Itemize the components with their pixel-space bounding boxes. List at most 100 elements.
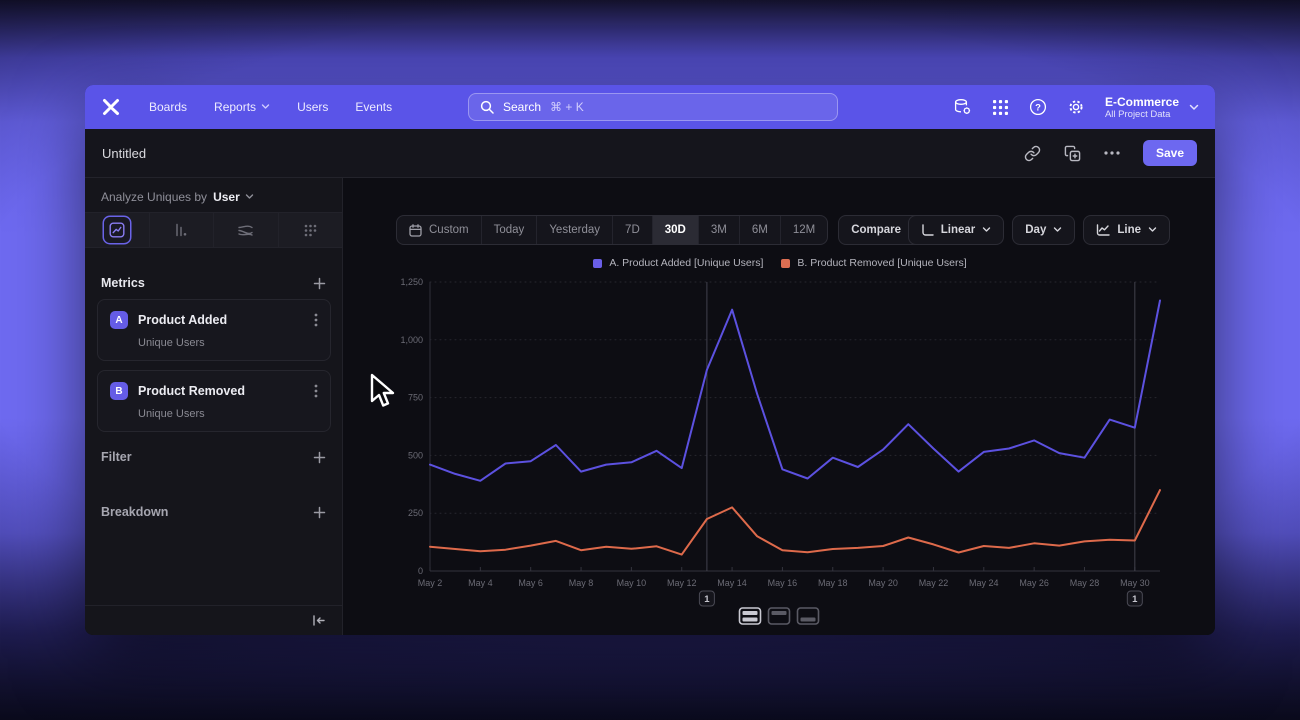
chart-type-select[interactable]: Line: [1083, 215, 1170, 245]
x-axis-label-may-30: May 30: [1120, 578, 1150, 588]
legend-label: A. Product Added [Unique Users]: [609, 257, 764, 269]
insights-chart-icon: [103, 217, 130, 243]
report-body: Analyze Uniques by User: [85, 178, 1215, 635]
range-custom[interactable]: Custom: [397, 216, 482, 244]
view-table-toggle[interactable]: [796, 607, 820, 625]
view-layout-toggles: [738, 607, 820, 625]
metrics-section-header: Metrics: [101, 276, 326, 290]
range-label: 12M: [792, 224, 816, 236]
date-toolbar: Custom Today Yesterday 7D 30D 3M 6M 12M Compare: [396, 215, 931, 245]
line-chart-icon: [1097, 224, 1111, 236]
analyze-label: Analyze Uniques by: [101, 190, 208, 204]
range-today[interactable]: Today: [482, 216, 538, 244]
duplicate-icon[interactable]: [1064, 145, 1081, 162]
apps-grid-icon[interactable]: [992, 99, 1009, 116]
axis-scale-icon: [922, 224, 934, 236]
more-menu-icon[interactable]: [1104, 151, 1120, 155]
metric-subtitle: Unique Users: [138, 337, 205, 349]
tab-flow[interactable]: [214, 213, 279, 247]
annotation-badge-1[interactable]: [698, 590, 715, 607]
metric-options-kebab-icon[interactable]: [314, 313, 318, 327]
nav-item-events[interactable]: Events: [355, 100, 392, 114]
add-filter-icon[interactable]: [313, 451, 326, 464]
range-30d[interactable]: 30D: [652, 216, 699, 244]
save-button[interactable]: Save: [1142, 140, 1197, 166]
x-axis-label-may-16: May 16: [768, 578, 798, 588]
nav-item-reports[interactable]: Reports: [214, 100, 270, 114]
report-header-bar: Untitled Save: [85, 129, 1215, 178]
metric-card-a[interactable]: A Product Added Unique Users: [97, 299, 331, 361]
range-yesterday[interactable]: Yesterday: [537, 216, 614, 244]
app-window: Boards Reports Users Events Search ⌘ + K: [85, 85, 1215, 635]
range-12m[interactable]: 12M: [781, 216, 827, 244]
x-axis-label-may-20: May 20: [868, 578, 898, 588]
settings-gear-icon[interactable]: [1067, 98, 1085, 116]
metric-card-row: A Product Added: [110, 311, 318, 329]
annotation-badge-2[interactable]: [1126, 590, 1143, 607]
chevron-down-icon: [1189, 104, 1199, 110]
range-7d[interactable]: 7D: [613, 216, 653, 244]
svg-text:?: ?: [1035, 103, 1041, 114]
x-axis-label-may-8: May 8: [569, 578, 594, 588]
nav-item-boards[interactable]: Boards: [149, 100, 187, 114]
nav-item-users[interactable]: Users: [297, 100, 328, 114]
legend-item-b[interactable]: B. Product Removed [Unique Users]: [781, 257, 967, 269]
series-line-a-product-added-[interactable]: [429, 299, 1161, 482]
analyze-entity-select[interactable]: User: [213, 190, 254, 204]
interval-select[interactable]: Day: [1012, 215, 1076, 245]
help-icon[interactable]: ?: [1029, 98, 1047, 116]
search-input[interactable]: Search ⌘ + K: [468, 93, 838, 121]
legend-item-a[interactable]: A. Product Added [Unique Users]: [593, 257, 763, 269]
search-shortcut: ⌘ + K: [550, 100, 584, 114]
range-label: Custom: [429, 224, 469, 236]
view-split-toggle[interactable]: [738, 607, 762, 625]
y-axis-label-500: 500: [408, 450, 423, 460]
line-chart: 0 250 500 750 1,000 1,250 May 2 May 4 May 6 May 8…: [400, 277, 1161, 607]
chevron-down-icon: [245, 194, 253, 199]
metric-badge: B: [110, 382, 128, 400]
query-sidebar: Analyze Uniques by User: [85, 178, 343, 635]
y-axis-label-1000: 1,000: [400, 335, 423, 345]
scale-select[interactable]: Linear: [907, 215, 1005, 245]
legend-swatch: [593, 258, 603, 268]
display-toolbar: Linear Day Line: [907, 215, 1170, 245]
mixpanel-logo-icon[interactable]: [102, 98, 120, 116]
range-3m[interactable]: 3M: [699, 216, 740, 244]
x-axis-label-may-26: May 26: [1019, 578, 1049, 588]
y-axis-label-250: 250: [408, 508, 423, 518]
share-link-icon[interactable]: [1024, 145, 1041, 162]
x-axis-label-may-12: May 12: [667, 578, 697, 588]
metric-options-kebab-icon[interactable]: [314, 384, 318, 398]
retention-dots-icon: [297, 217, 323, 243]
date-range-group: Custom Today Yesterday 7D 30D 3M 6M 12M: [396, 215, 829, 245]
series-line-b-product-removed-[interactable]: [429, 489, 1161, 556]
x-axis-label-may-14: May 14: [717, 578, 747, 588]
x-axis-label-may-22: May 22: [919, 578, 949, 588]
project-selector[interactable]: E-Commerce All Project Data: [1105, 95, 1199, 120]
x-axis-label-may-6: May 6: [518, 578, 543, 588]
tab-retention[interactable]: [279, 213, 343, 247]
y-axis-label-1250: 1,250: [400, 277, 423, 287]
legend-swatch: [781, 258, 791, 268]
range-6m[interactable]: 6M: [740, 216, 781, 244]
x-axis-label-may-24: May 24: [969, 578, 999, 588]
range-label: Today: [493, 224, 525, 236]
metric-name: Product Removed: [138, 384, 245, 398]
metric-badge: A: [110, 311, 128, 329]
filter-section-header: Filter: [101, 450, 326, 464]
tab-bar[interactable]: [150, 213, 214, 247]
collapse-sidebar-icon[interactable]: [311, 614, 326, 627]
breakdown-label: Breakdown: [101, 505, 169, 519]
view-chart-toggle[interactable]: [767, 607, 791, 625]
tab-insights[interactable]: [85, 213, 150, 247]
metric-card-row: B Product Removed: [110, 382, 318, 400]
data-connections-icon[interactable]: [953, 98, 972, 116]
add-breakdown-icon[interactable]: [313, 506, 326, 519]
report-actions: Save: [1024, 140, 1197, 166]
report-title[interactable]: Untitled: [102, 145, 147, 161]
add-metric-icon[interactable]: [313, 277, 326, 290]
range-label: 6M: [751, 224, 768, 236]
metric-card-b[interactable]: B Product Removed Unique Users: [97, 370, 331, 432]
chevron-down-icon: [1054, 227, 1062, 232]
